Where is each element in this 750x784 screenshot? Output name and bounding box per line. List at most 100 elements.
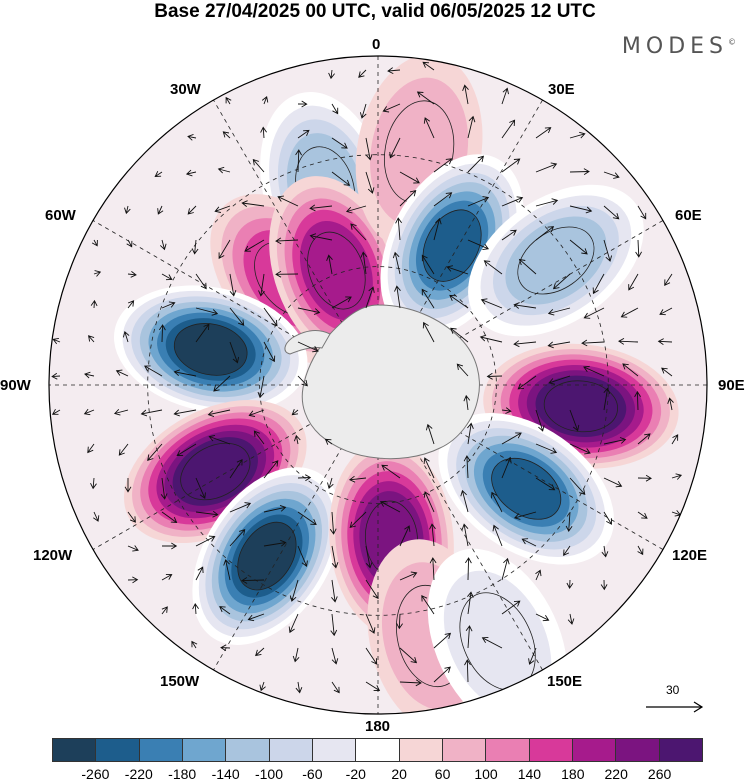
wind-arrow bbox=[358, 69, 367, 78]
wind-arrow bbox=[126, 239, 133, 248]
wind-arrow bbox=[535, 162, 558, 173]
wind-arrow bbox=[297, 100, 308, 108]
colorbar-tick-label: 260 bbox=[647, 766, 672, 782]
wind-arrow bbox=[421, 594, 435, 615]
wind-arrow bbox=[293, 434, 301, 445]
wind-arrow bbox=[122, 330, 130, 343]
lon-label-60e: 60E bbox=[675, 207, 702, 224]
wind-arrow bbox=[462, 84, 469, 105]
wind-arrow bbox=[535, 226, 555, 241]
wind-arrow bbox=[433, 158, 453, 173]
wind-arrow bbox=[501, 407, 512, 414]
wind-arrow bbox=[600, 579, 608, 591]
wind-arrow bbox=[421, 254, 435, 275]
wind-arrow bbox=[399, 571, 418, 581]
wind-arrow bbox=[486, 372, 503, 380]
wind-arrow bbox=[223, 559, 231, 581]
wind-arrow bbox=[399, 679, 422, 687]
wind-arrow bbox=[379, 500, 401, 513]
wind-arrow bbox=[222, 131, 231, 139]
wind-arrow bbox=[422, 61, 435, 71]
wind-arrow bbox=[229, 341, 240, 364]
wind-arrow bbox=[423, 117, 435, 139]
wind-arrow bbox=[618, 338, 639, 345]
wind-arrow bbox=[399, 647, 418, 664]
wind-arrow bbox=[291, 409, 299, 416]
wind-arrow bbox=[569, 443, 591, 455]
colorbar-swatch-13 bbox=[616, 739, 660, 761]
lon-label-180: 180 bbox=[365, 718, 391, 735]
wind-arrow bbox=[263, 460, 279, 479]
wind-arrow bbox=[324, 438, 333, 445]
colorbar-swatch-12 bbox=[572, 739, 617, 761]
wind-arrow bbox=[195, 307, 219, 316]
wind-arrow bbox=[566, 579, 574, 589]
wind-arrow bbox=[191, 239, 199, 255]
colorbar-tick-label: 60 bbox=[434, 766, 451, 782]
wind-arrow bbox=[464, 659, 471, 683]
wind-arrow bbox=[360, 251, 368, 275]
wind-arrow bbox=[563, 545, 571, 557]
wind-arrow bbox=[535, 569, 542, 581]
wind-arrow bbox=[399, 525, 411, 547]
wind-arrow bbox=[229, 273, 237, 297]
lon-label-90w: 90W bbox=[0, 377, 31, 394]
wind-arrow bbox=[187, 133, 197, 141]
wind-arrow bbox=[195, 477, 206, 500]
wind-arrow bbox=[331, 171, 351, 186]
wind-arrow bbox=[220, 644, 231, 652]
wind-arrow bbox=[501, 87, 509, 105]
wind-arrow bbox=[159, 324, 166, 343]
wind-arrow bbox=[501, 196, 524, 207]
vector-scale-arrow bbox=[646, 701, 704, 713]
brand-text: MODES bbox=[621, 34, 728, 59]
wind-arrow bbox=[387, 67, 401, 75]
wind-arrow bbox=[195, 273, 207, 290]
wind-arrow bbox=[331, 579, 338, 603]
wind-arrow bbox=[127, 576, 139, 584]
wind-arrow bbox=[350, 223, 367, 241]
wind-arrow bbox=[289, 579, 299, 602]
wind-arrow bbox=[297, 129, 310, 139]
wind-arrow bbox=[157, 205, 164, 215]
wind-arrow bbox=[569, 205, 593, 214]
wind-arrow bbox=[637, 474, 652, 482]
wind-arrow bbox=[297, 375, 308, 387]
colorbar-tick-label: -140 bbox=[211, 766, 240, 782]
colorbar-tick-label: 140 bbox=[517, 766, 542, 782]
colorbar-swatch-3 bbox=[182, 739, 227, 761]
wind-arrow bbox=[331, 296, 352, 309]
lon-label-150e: 150E bbox=[547, 673, 583, 690]
wind-arrow bbox=[634, 390, 641, 411]
wind-arrow bbox=[637, 545, 644, 556]
wind-arrow bbox=[547, 341, 571, 349]
wind-arrow bbox=[154, 171, 163, 177]
wind-arrow bbox=[297, 307, 321, 315]
wind-arrow bbox=[331, 545, 339, 569]
wind-arrow bbox=[263, 539, 287, 547]
colorbar-tick-label: 220 bbox=[604, 766, 628, 782]
wind-arrow bbox=[425, 423, 435, 445]
wind-arrow bbox=[115, 369, 129, 377]
map-boundary bbox=[48, 55, 708, 715]
contour-east-indian-high-7 bbox=[543, 380, 618, 433]
wind-arrow bbox=[399, 189, 417, 207]
wind-arrow bbox=[176, 443, 197, 456]
anomaly-amundsen-low bbox=[113, 285, 308, 414]
wind-arrow bbox=[127, 511, 136, 523]
contour-australian-low-6 bbox=[491, 457, 562, 520]
wind-arrow bbox=[127, 300, 135, 309]
wind-arrow bbox=[671, 473, 683, 480]
wind-arrow bbox=[467, 196, 490, 207]
wind-arrow bbox=[331, 681, 340, 694]
colorbar-swatch-7 bbox=[356, 739, 400, 761]
wind-arrow bbox=[667, 397, 674, 411]
wind-arrow bbox=[396, 613, 403, 630]
wind-arrow bbox=[207, 409, 231, 418]
antarctica-landmass bbox=[301, 304, 480, 460]
wind-arrow bbox=[565, 511, 573, 532]
wind-arrow bbox=[635, 239, 642, 258]
anomaly-australian-low bbox=[438, 413, 615, 565]
wind-arrow bbox=[365, 171, 375, 194]
wind-arrow bbox=[259, 681, 266, 692]
